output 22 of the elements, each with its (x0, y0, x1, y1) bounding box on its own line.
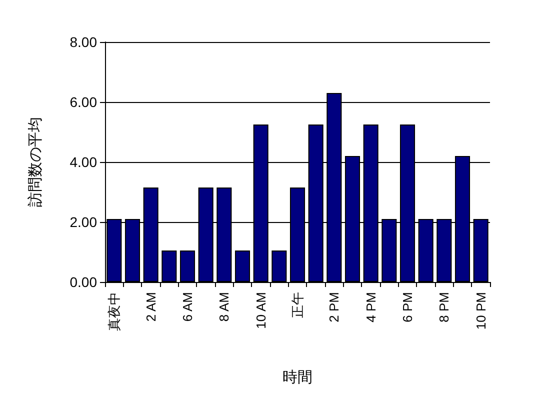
x-axis-title: 時間 (282, 369, 312, 386)
x-tick-label: 10 PM (473, 292, 488, 330)
x-tick-label: 2 PM (326, 292, 342, 322)
bar (234, 250, 250, 282)
x-tick-label: 真夜中 (106, 292, 122, 331)
bar (162, 250, 177, 282)
y-tick-label: 0.00 (70, 274, 98, 290)
y-tick-label: 6.00 (70, 94, 98, 110)
x-tick-label: 正午 (290, 292, 305, 318)
x-tick-label: 10 AM (253, 292, 268, 329)
y-tick-label: 8.00 (70, 34, 98, 50)
x-tick-label: 4 PM (363, 292, 378, 322)
x-tick-label: 6 PM (400, 292, 415, 322)
y-tick-label: 2.00 (70, 214, 98, 230)
x-tick-label: 6 AM (180, 292, 195, 322)
bar (180, 250, 196, 282)
x-tick-label: 2 AM (143, 292, 158, 322)
x-tick-label: 8 PM (436, 292, 452, 322)
x-tick-label: 8 AM (216, 292, 232, 322)
bar (272, 250, 287, 282)
y-tick-label: 4.00 (70, 154, 98, 170)
y-axis-title: 訪問数の平均 (27, 117, 44, 207)
